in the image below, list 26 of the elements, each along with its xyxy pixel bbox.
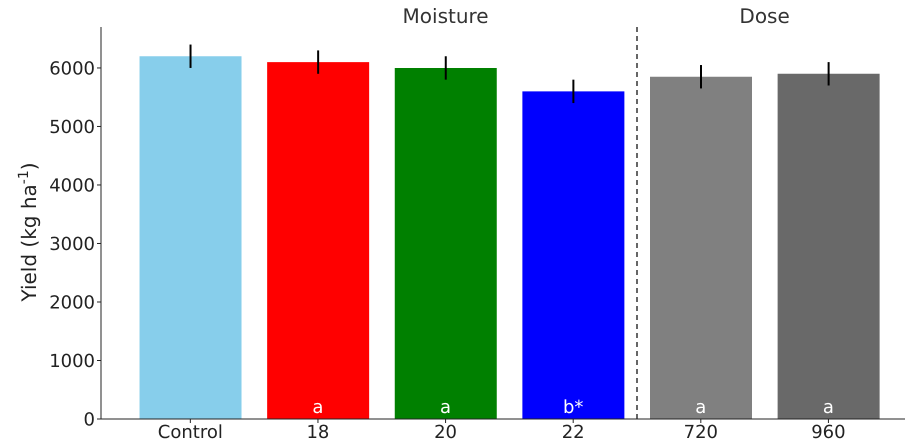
annotation: a xyxy=(312,397,324,418)
annotation: Moisture xyxy=(402,4,489,28)
bar xyxy=(140,56,242,419)
x-tick-label: 960 xyxy=(811,422,846,443)
y-tick-label: 3000 xyxy=(49,234,95,255)
y-tick-label: 5000 xyxy=(49,116,95,138)
annotation: b* xyxy=(562,397,584,418)
y-tick-label: 6000 xyxy=(49,58,95,80)
x-tick-label: 720 xyxy=(684,422,718,443)
bar xyxy=(394,68,497,419)
annotation: Dose xyxy=(739,4,790,28)
annotation: a xyxy=(822,397,834,418)
annotation: a xyxy=(695,397,706,418)
y-tick-label: 4000 xyxy=(49,175,95,196)
x-tick-label: Control xyxy=(158,422,223,443)
bar xyxy=(267,62,370,419)
y-tick-label: 0 xyxy=(84,409,95,430)
bar xyxy=(522,91,624,419)
bar xyxy=(650,76,752,419)
bar xyxy=(778,74,880,419)
y-tick-label: 2000 xyxy=(49,292,95,314)
annotation: a xyxy=(440,397,452,418)
x-tick-label: 18 xyxy=(306,422,330,443)
x-tick-label: 20 xyxy=(434,422,458,443)
x-tick-label: 22 xyxy=(562,422,585,443)
y-tick-label: 1000 xyxy=(49,350,95,372)
